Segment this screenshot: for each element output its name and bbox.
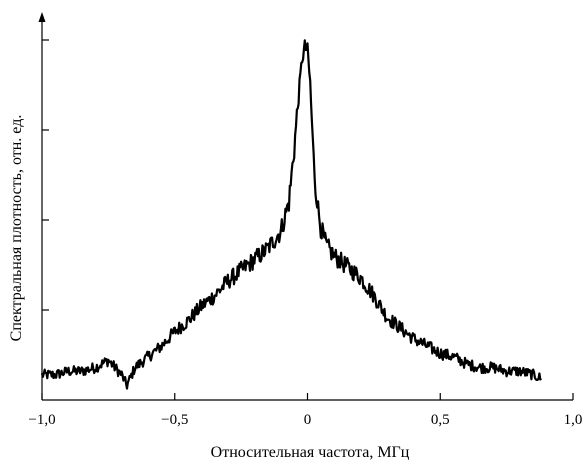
y-axis-title: Спектральная плотность, отн. ед. [8,115,25,342]
ticks: −1,0 −0,5 0 0,5 1,0 [28,39,583,428]
series-line-0 [40,39,542,390]
y-axis-arrow [38,12,46,22]
axes [38,12,573,401]
series-layer [40,39,542,390]
x-tick-label: −0,5 [161,412,188,428]
x-tick-label: 1,0 [564,412,583,428]
x-tick-label: 0,5 [431,412,450,428]
x-axis-title: Относительная частота, МГц [211,444,410,461]
x-tick-label: 0 [304,412,312,428]
x-tick-label: −1,0 [28,412,55,428]
